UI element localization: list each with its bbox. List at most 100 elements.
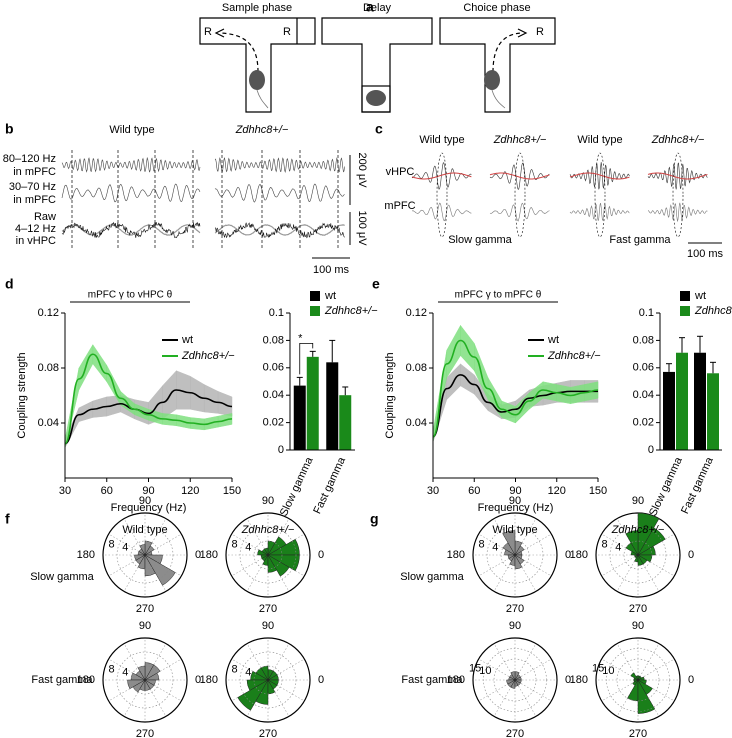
arrow-head [214,28,225,38]
annotation: mPFC γ to vHPC θ [88,290,173,301]
t-maze [439,17,556,113]
radial-gridline [609,526,667,584]
trace [411,202,472,222]
legend-swatch [680,291,690,301]
x-tick-label: 120 [181,485,199,497]
trace [214,222,345,239]
radial-tick-label: 8 [479,538,485,550]
bar [694,352,706,450]
radial-gridline [616,658,660,702]
panel-label: c [375,121,383,137]
radial-tick-label: 4 [122,541,128,553]
radial-tick-label: 8 [109,663,115,675]
series-line [432,339,599,438]
angle-tick-label: 90 [509,620,521,632]
series-line [64,353,233,445]
x-tick-label: 60 [468,485,480,497]
y-tick-label: 0.1 [269,307,284,319]
rose-wedge [144,554,163,565]
tail [491,89,506,109]
column-title: Zdhhc8+/− [651,134,705,146]
rose-wedge [144,540,153,556]
legend-swatch [310,306,320,316]
row-label: 30–70 Hz [9,181,56,193]
x-tick-label: 150 [223,485,241,497]
column-title: Zdhhc8+/− [235,124,289,136]
y-tick-label: 0 [648,444,654,456]
bar [293,385,306,450]
y-tick-label: 0.1 [639,307,654,319]
column-title: Zdhhc8+/− [493,134,547,146]
rose-wedge [267,679,279,686]
y-tick-label: 0.08 [38,362,59,374]
annotation: mPFC γ to mPFC θ [455,290,542,301]
legend-label: wt [324,290,336,302]
group-label: Fast gamma [609,234,671,246]
angle-tick-label: 0 [318,674,324,686]
x-tick-label: 30 [59,485,71,497]
radial-gridline [500,540,530,570]
column-title: Wild type [109,124,154,136]
angle-tick-label: 90 [632,620,644,632]
rose-wedge [144,662,155,681]
rose-wedge [257,549,269,556]
significance-label: * [298,332,303,344]
column-title: Wild type [419,134,464,146]
rose-wedge [637,512,660,556]
trace [214,224,345,236]
spoke [601,554,639,577]
y-axis-label: Coupling strength [16,352,28,438]
y-tick-label: 0.08 [406,362,427,374]
rose-wedge [514,679,522,684]
x-tick-label: 60 [101,485,113,497]
radial-tick-label: 8 [109,538,115,550]
x-tick-label: 90 [142,485,154,497]
burst-outline [436,152,448,238]
spoke [478,658,516,681]
radial-tick-label: 8 [232,663,238,675]
legend-label: wt [694,290,706,302]
scale-label: 100 ms [687,248,724,260]
trace [647,202,708,223]
radial-gridline [493,658,537,702]
y-tick-label: 0.06 [633,362,654,374]
spoke [601,679,639,702]
radial-tick-label: 4 [245,541,251,553]
bar [676,352,688,450]
panel-label: d [5,276,14,292]
rose-wedge [514,554,523,559]
row-label: in mPFC [13,166,56,178]
radial-gridline [239,526,297,584]
scale-label: 200 μV [356,152,368,188]
angle-tick-label: 180 [77,674,95,686]
x-tick-label: 90 [509,485,521,497]
panel-label: g [370,511,379,527]
trace [61,224,201,236]
angle-tick-label: 270 [629,603,647,615]
trace [411,172,472,180]
row-label: Slow gamma [30,571,94,583]
radial-gridline [253,665,283,695]
radial-tick-label: 4 [492,541,498,553]
y-tick-label: 0.02 [263,417,284,429]
rose-wedge [255,679,269,705]
y-tick-label: 0.08 [633,334,654,346]
trace [61,221,201,239]
radial-tick-label: 15 [469,663,481,675]
angle-tick-label: 270 [136,728,154,738]
y-tick-label: 0.02 [633,417,654,429]
radial-gridline [623,540,653,570]
rose-wedge [630,672,639,681]
rose-wedge [630,551,639,556]
trace [61,183,201,203]
column-title: Wild type [577,134,622,146]
radial-gridline [486,526,544,584]
radial-tick-label: 4 [245,666,251,678]
radial-gridline [606,648,670,712]
angle-tick-label: 180 [77,549,95,561]
phase-title: Delay [363,2,392,14]
rose-wedge [625,530,639,556]
y-tick-label: 0.08 [263,334,284,346]
rose-wedge [637,679,653,695]
legend-swatch [680,306,690,316]
